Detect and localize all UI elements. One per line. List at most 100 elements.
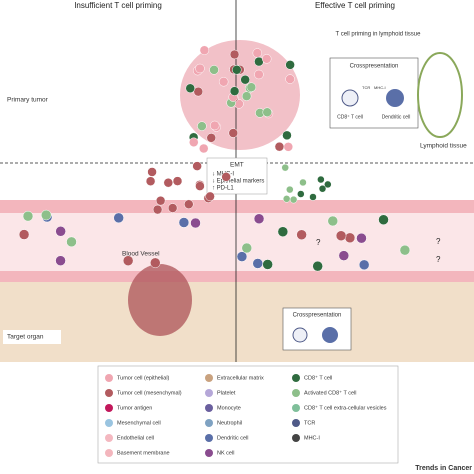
legend-icon (205, 419, 213, 427)
cell (198, 143, 209, 154)
cell (122, 255, 134, 266)
legend-label: Basement membrane (117, 450, 170, 456)
legend-label: CD8⁺ T cell (304, 374, 332, 381)
cell (209, 120, 220, 131)
legend-label: Endothelial cell (117, 435, 154, 441)
cell (185, 83, 195, 94)
cell (335, 230, 347, 241)
cell (197, 121, 207, 131)
cell (184, 199, 194, 210)
cell (317, 175, 325, 184)
cell (195, 63, 205, 74)
cell (218, 77, 229, 87)
cell (40, 209, 52, 221)
cell (195, 181, 205, 191)
legend-icon (105, 389, 113, 397)
t-cell-icon (341, 89, 359, 107)
emt-line: ↑ PD-L1 (212, 186, 234, 192)
question-mark: ? (316, 238, 321, 247)
cell (209, 65, 219, 75)
cell (378, 214, 389, 225)
vessel-lumen (0, 213, 474, 271)
footer: Trends in Cancer (415, 465, 472, 472)
legend: Tumor cell (epithelial) Tumor cell (mesen… (105, 374, 387, 457)
legend-label: Tumor cell (mesenchymal) (117, 390, 182, 396)
cell (252, 258, 263, 269)
legend-icon (105, 374, 113, 382)
cell (344, 232, 356, 244)
cell (18, 229, 30, 240)
cell (241, 91, 252, 101)
cell (55, 226, 66, 237)
legend-icon (205, 449, 213, 457)
legend-icon (292, 389, 300, 397)
cell (282, 195, 291, 203)
cell (55, 255, 66, 266)
primary-tumor-label: Primary tumor (7, 97, 49, 104)
legend-label: Neutrophil (217, 420, 242, 426)
cell (228, 128, 239, 138)
legend-icon (292, 434, 300, 442)
lymphoid-label: Lymphoid tissue (420, 143, 467, 150)
cell (172, 176, 183, 186)
target-organ-tissue (0, 280, 474, 362)
cell (318, 184, 327, 193)
bottom-box (282, 307, 352, 351)
cell (229, 49, 240, 60)
legend-icon (105, 419, 113, 427)
cell (296, 229, 307, 241)
metastasis (128, 264, 192, 336)
cell (152, 204, 163, 215)
blood-vessel-label: Blood Vessel (122, 251, 160, 258)
cell (356, 232, 367, 244)
cell (252, 48, 263, 58)
cell (147, 167, 157, 177)
cell (178, 217, 190, 228)
legend-icon (205, 374, 213, 382)
legend-label: MHC-I (304, 435, 320, 441)
cell (22, 210, 34, 222)
cell (289, 195, 298, 204)
legend-label: Platelet (217, 390, 236, 396)
dendritic-label: Dendritic cell (382, 114, 411, 120)
legend-label: NK cell (217, 450, 234, 456)
cell (261, 54, 272, 64)
legend-label: CD8⁺ T cell extra-cellular vesicles (304, 404, 387, 411)
legend-icon (205, 434, 213, 442)
bottom-title: Crosspresentation (293, 313, 342, 319)
cell (221, 172, 231, 182)
lymph-node (417, 52, 463, 138)
cell (254, 69, 264, 80)
cell (229, 86, 240, 96)
lymph-title-1: T cell priming in lymphoid tissue (336, 32, 422, 38)
legend-label: Mesenchymal cell (117, 420, 161, 426)
cell (282, 130, 292, 141)
legend-icon (205, 404, 213, 412)
legend-icon (105, 404, 113, 412)
legend-icon (105, 434, 113, 442)
legend-label: Activated CD8⁺ T cell (304, 389, 357, 396)
legend-label: Monocyte (217, 405, 241, 411)
legend-box (97, 365, 399, 464)
cell (192, 161, 202, 171)
legend-icon (205, 389, 213, 397)
mhc-label: MHC-I (374, 85, 386, 90)
emt-line: ↓ Epithelial markers (212, 179, 264, 185)
cell (163, 177, 174, 188)
legend-label: Extracellular matrix (217, 375, 264, 381)
cell (274, 141, 285, 152)
cell (199, 45, 210, 56)
cell (286, 185, 294, 194)
cell (150, 257, 161, 269)
cell (309, 193, 317, 201)
cell (246, 82, 257, 92)
cell (206, 133, 217, 143)
cell (241, 242, 253, 254)
question-mark: ? (436, 255, 441, 264)
legend-icon (292, 404, 300, 412)
cell (66, 236, 77, 248)
legend-icon (105, 449, 113, 457)
region-tag (3, 93, 65, 107)
cell (113, 212, 124, 224)
